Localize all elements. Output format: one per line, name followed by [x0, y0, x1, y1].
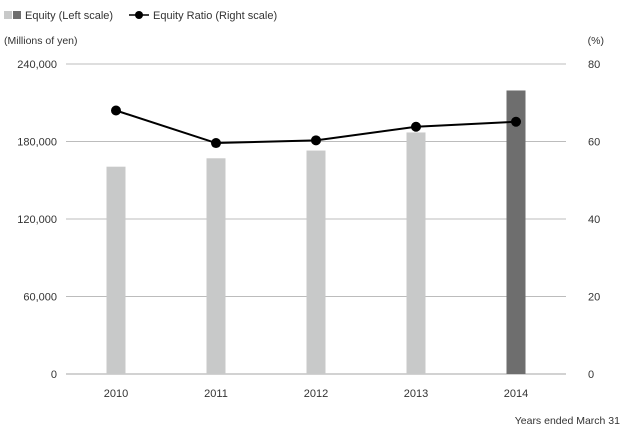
- x-axis-footnote: Years ended March 31: [515, 415, 620, 427]
- point-equity-ratio: [311, 135, 321, 146]
- right-tick-label: 0: [588, 369, 594, 381]
- x-tick-label: 2012: [304, 388, 328, 400]
- bar-equity: [206, 158, 226, 374]
- legend: Equity (Left scale) Equity Ratio (Right …: [4, 10, 277, 22]
- point-equity-ratio: [411, 121, 421, 132]
- left-tick-label: 180,000: [17, 137, 57, 149]
- bar-equity: [306, 150, 326, 374]
- right-axis-title: (%): [588, 35, 604, 47]
- legend-label-equity: Equity (Left scale): [25, 10, 113, 22]
- point-equity-ratio: [111, 105, 121, 116]
- left-tick-label: 120,000: [17, 214, 57, 226]
- legend-swatch-equity-dark: [13, 11, 21, 19]
- bar-equity: [106, 166, 126, 374]
- right-tick-label: 80: [588, 59, 600, 71]
- x-tick-label: 2011: [204, 388, 228, 400]
- point-equity-ratio: [511, 116, 521, 127]
- equity-ratio-line: [111, 105, 521, 149]
- right-axis-ticks: 0 20 40 60 80: [588, 59, 600, 381]
- legend-label-ratio: Equity Ratio (Right scale): [153, 10, 277, 22]
- right-tick-label: 40: [588, 214, 600, 226]
- legend-swatch-equity-light: [4, 11, 12, 19]
- left-tick-label: 240,000: [17, 59, 57, 71]
- x-tick-label: 2013: [404, 388, 428, 400]
- left-axis-ticks: 0 60,000 120,000 180,000 240,000: [17, 59, 57, 381]
- legend-marker: [135, 11, 143, 19]
- x-tick-label: 2010: [104, 388, 128, 400]
- left-tick-label: 60,000: [23, 292, 57, 304]
- point-equity-ratio: [211, 138, 221, 149]
- left-tick-label: 0: [51, 369, 57, 381]
- x-tick-label: 2014: [504, 388, 528, 400]
- right-tick-label: 20: [588, 292, 600, 304]
- bar-equity: [506, 90, 526, 375]
- left-axis-title: (Millions of yen): [4, 35, 78, 47]
- bar-equity: [406, 132, 426, 374]
- x-axis-ticks: 2010 2011 2012 2013 2014: [104, 388, 528, 400]
- equity-bars: [106, 90, 526, 375]
- right-tick-label: 60: [588, 137, 600, 149]
